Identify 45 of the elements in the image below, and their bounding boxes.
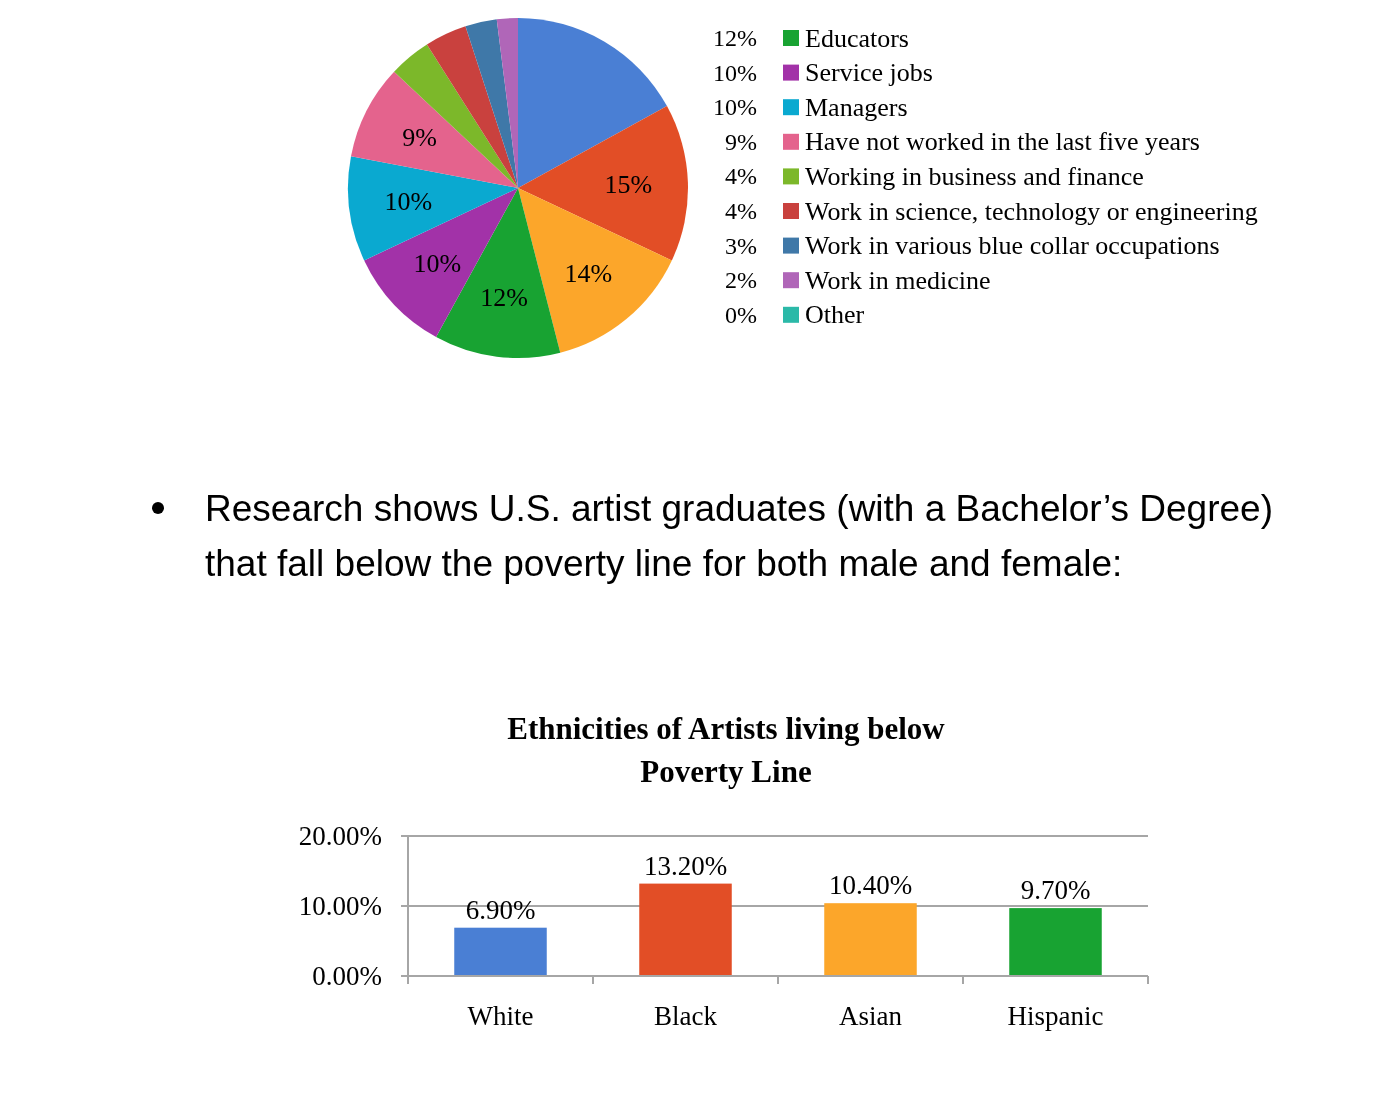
pie-slice: [351, 71, 518, 188]
data-label: 9%: [402, 123, 437, 153]
y-tick-label: 0.00%: [312, 961, 382, 991]
pie-slice: [394, 44, 518, 188]
data-label: 14%: [564, 258, 613, 288]
data-label: 10%: [384, 187, 433, 217]
legend-label: Working in business and finance: [805, 161, 1144, 191]
text: 0%: [725, 301, 757, 328]
legend-label: Service jobs: [805, 58, 933, 88]
pie-slice: [465, 19, 518, 188]
pie-slice: [518, 106, 688, 261]
data-label: 6.90%: [465, 894, 536, 925]
legend-label: Other: [805, 300, 865, 330]
y-tick-label: 10.00%: [298, 891, 382, 921]
data-label: 4%: [725, 198, 757, 224]
x-tick-label: White: [467, 1001, 534, 1031]
text: 9%: [725, 128, 757, 155]
x-tick-label: Hispanic: [1007, 1001, 1104, 1031]
data-label: 3%: [725, 232, 757, 259]
chart-title: Ethnicities of Artists living below Poverty Line: [507, 710, 946, 789]
text: Research shows U.S. artist graduates (with a Bachelor’s Degree) that fall below the poverty line for both male and female:: [205, 487, 1273, 584]
data-label: 2%: [725, 267, 757, 294]
data-label: 15%: [604, 170, 653, 200]
text: 10%: [713, 94, 757, 121]
data-label: 4%: [725, 163, 757, 190]
text: 12%: [713, 25, 757, 51]
x-tick-label: Asian: [839, 1001, 903, 1031]
bar: [1009, 908, 1102, 976]
legend-label: Educators: [805, 23, 909, 53]
data-label: 13.20%: [643, 850, 728, 881]
data-label: 10.40%: [828, 870, 913, 901]
legend-label: Managers: [805, 92, 908, 122]
data-label: 12%: [480, 283, 528, 313]
legend-label: Work in medicine: [805, 265, 991, 295]
data-label: 9.70%: [1020, 875, 1091, 906]
legend-label: Work in science, technology or engineering: [805, 196, 1258, 226]
legend-label: Have not worked in the last five years: [805, 127, 1200, 157]
bar: [639, 883, 732, 976]
x-tick-label: Black: [654, 1001, 718, 1031]
bar: [454, 927, 547, 976]
bar: [824, 903, 917, 976]
data-label: 10%: [413, 249, 462, 279]
y-tick-label: 20.00%: [298, 821, 382, 851]
legend-label: Work in various blue collar occupations: [805, 231, 1220, 261]
text: 10%: [713, 59, 757, 86]
